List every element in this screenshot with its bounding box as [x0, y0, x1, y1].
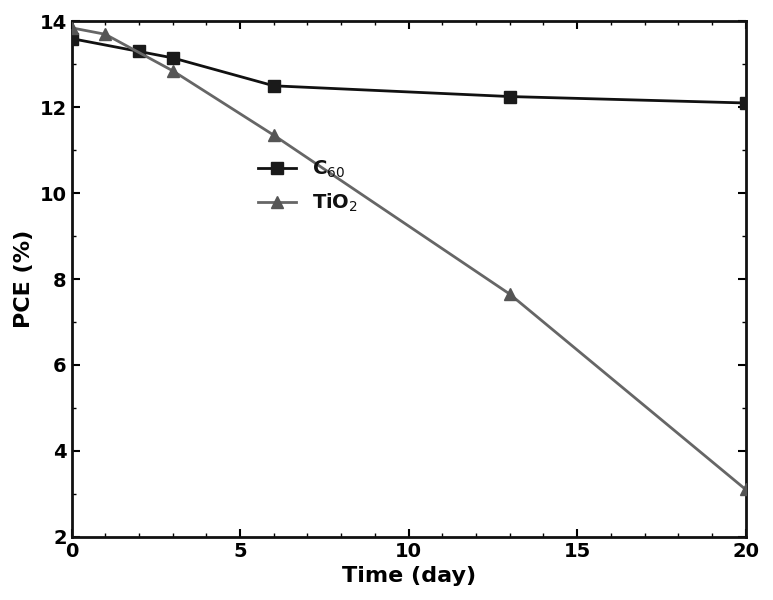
C$_{60}$: [269, 82, 278, 89]
TiO$_2$: [741, 486, 751, 493]
C$_{60}$: [168, 54, 177, 61]
Line: C$_{60}$: C$_{60}$: [66, 33, 751, 109]
C$_{60}$: [741, 100, 751, 107]
TiO$_2$: [269, 131, 278, 139]
C$_{60}$: [67, 35, 77, 42]
Y-axis label: PCE (%): PCE (%): [14, 230, 34, 328]
X-axis label: Time (day): Time (day): [342, 566, 475, 586]
Line: TiO$_2$: TiO$_2$: [65, 22, 752, 496]
TiO$_2$: [67, 24, 77, 31]
Legend: C$_{60}$, TiO$_2$: C$_{60}$, TiO$_2$: [250, 151, 366, 221]
C$_{60}$: [135, 48, 144, 55]
TiO$_2$: [100, 31, 110, 38]
C$_{60}$: [505, 93, 514, 100]
TiO$_2$: [168, 67, 177, 74]
TiO$_2$: [505, 290, 514, 298]
